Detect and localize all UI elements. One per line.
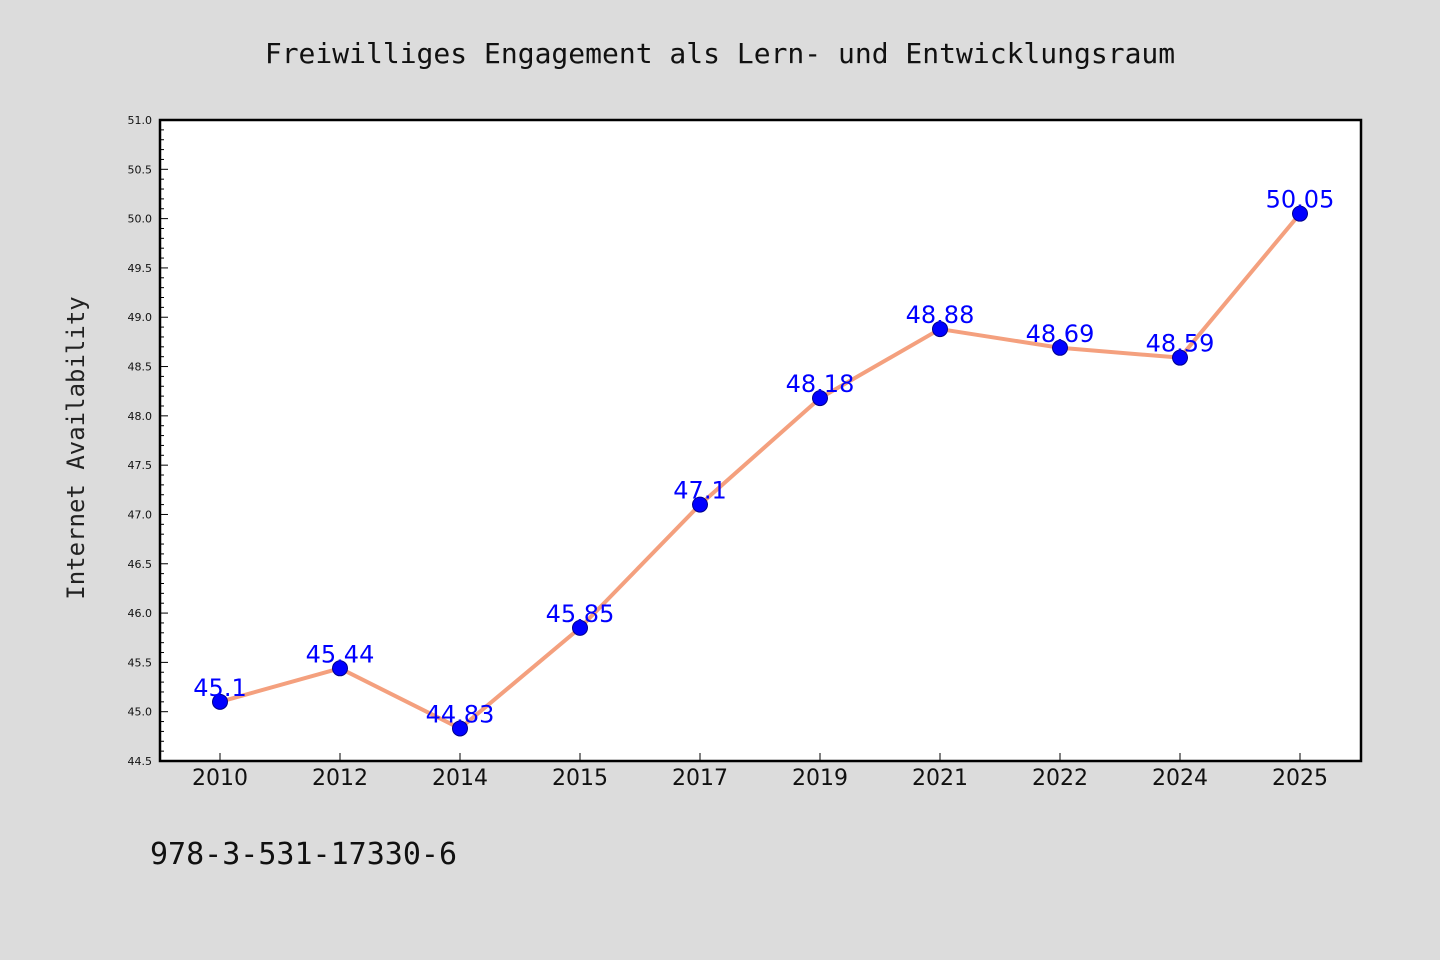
series-line: [218, 211, 1302, 731]
data-point: [572, 619, 588, 636]
data-label: 44.83: [426, 700, 495, 728]
data-point: [692, 496, 708, 513]
y-tick-label: 44.5: [128, 755, 153, 768]
data-label: 45.44: [306, 640, 375, 668]
data-label: 48.69: [1026, 320, 1095, 348]
data-point: [452, 720, 468, 737]
y-tick-label: 45.0: [128, 706, 153, 719]
series-layer: [218, 211, 1302, 731]
data-label: 45.85: [546, 600, 615, 628]
y-tick-label: 48.5: [128, 361, 153, 374]
x-tick-label: 2015: [552, 766, 608, 791]
data-point: [1172, 349, 1188, 366]
x-tick-label: 2025: [1272, 766, 1328, 791]
y-tick-label: 48.0: [128, 410, 153, 423]
x-tick-label: 2010: [192, 766, 248, 791]
data-label: 45.1: [193, 674, 246, 702]
y-tick-label: 50.0: [128, 213, 153, 226]
data-labels-layer: 45.1 45.44 44.83 45.85 47.1 48.18 48.88 48.69 48…: [193, 186, 1334, 729]
data-point: [1292, 205, 1308, 222]
y-tick-label: 50.5: [128, 163, 153, 176]
y-tick-labels: 44.5 45.0 45.5 46.0 46.5 47.0 47.5 48.0 48.5 49.0…: [128, 114, 153, 768]
data-point: [1052, 339, 1068, 356]
y-axis-label: Internet Availability: [62, 296, 90, 599]
data-label: 50.05: [1266, 186, 1335, 214]
x-tick-label: 2024: [1152, 766, 1208, 791]
y-tick-label: 49.0: [128, 311, 153, 324]
isbn-label: 978-3-531-17330-6: [150, 837, 457, 872]
x-tick-labels: 2010 2012 2014 2015 2017 2019 2021 2022 2024 2025: [192, 766, 1328, 791]
y-tick-label: 47.0: [128, 508, 153, 521]
x-tick-label: 2021: [912, 766, 968, 791]
data-label: 48.59: [1146, 330, 1215, 358]
data-point: [332, 660, 348, 677]
y-tick-label: 49.5: [128, 262, 153, 275]
x-tick-label: 2012: [312, 766, 368, 791]
data-label: 48.18: [786, 370, 855, 398]
chart-title: Freiwilliges Engagement als Lern- und En…: [265, 37, 1175, 70]
plot-area: [160, 120, 1361, 761]
y-tick-label: 46.5: [128, 558, 153, 571]
x-tick-label: 2017: [672, 766, 728, 791]
markers-layer: [212, 205, 1308, 737]
x-tick-label: 2014: [432, 766, 488, 791]
x-tick-label: 2019: [792, 766, 848, 791]
y-tick-label: 51.0: [128, 114, 153, 127]
data-point: [212, 693, 228, 710]
y-tick-label: 47.5: [128, 459, 153, 472]
data-label: 47.1: [673, 477, 726, 505]
x-tick-label: 2022: [1032, 766, 1088, 791]
y-tick-label: 45.5: [128, 656, 153, 669]
y-tick-label: 46.0: [128, 607, 153, 620]
data-label: 48.88: [906, 301, 975, 329]
data-point: [812, 390, 828, 407]
plot-frame: [158, 118, 1363, 763]
data-point: [932, 321, 948, 338]
